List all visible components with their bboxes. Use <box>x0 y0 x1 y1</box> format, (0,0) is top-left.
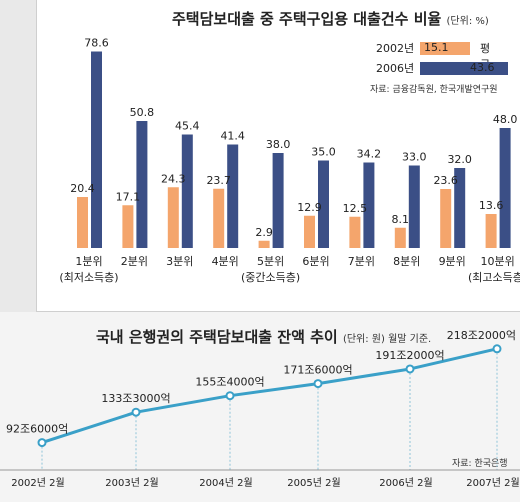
data-label-2002: 12.9 <box>297 201 322 214</box>
data-label: 133조3000억 <box>101 392 170 405</box>
bar-2002 <box>258 240 270 248</box>
data-label-2006: 35.0 <box>311 146 336 159</box>
data-label-2006: 78.6 <box>84 37 109 50</box>
bar-2002 <box>167 187 179 248</box>
series-line <box>41 347 498 445</box>
category-sublabel: (중간소득층) <box>241 271 300 284</box>
bar-2006 <box>363 162 375 248</box>
bar-chart-title-text: 주택담보대출 중 주택구입용 대출건수 비율 <box>172 10 442 28</box>
data-label-2002: 23.6 <box>433 174 458 187</box>
bar-2006 <box>318 160 329 248</box>
category-label: 8분위 <box>393 255 420 268</box>
legend-item-2002: 2002년 15.1 평균 <box>376 40 490 71</box>
legend-item-2006: 2006년 43.6 <box>376 60 508 80</box>
data-label: 191조2000억 <box>375 349 444 362</box>
data-label-2002: 23.7 <box>206 174 231 187</box>
category-label: 7분위 <box>348 255 375 268</box>
data-label: 92조6000억 <box>6 423 68 436</box>
data-point <box>225 391 235 401</box>
category-label: 10분위 <box>480 255 514 268</box>
bar-chart-title: 주택담보대출 중 주택구입용 대출건수 비율 (단위: %) <box>172 8 489 29</box>
line-chart-source: 자료: 한국은행 <box>452 459 508 469</box>
legend-swatch-2002 <box>420 42 470 55</box>
bar-2002 <box>213 188 225 248</box>
category-label: 3분위 <box>166 255 193 268</box>
bar-2006 <box>136 121 148 248</box>
line-chart-title: 국내 은행권의 주택담보대출 잔액 추이 (단위: 원) 월말 기준. <box>96 326 431 347</box>
x-tick-label: 2006년 2월 <box>379 477 432 489</box>
legend-value-2006: 43.6 <box>470 61 495 74</box>
data-label-2006: 41.4 <box>220 130 245 143</box>
data-label: 171조6000억 <box>283 364 352 377</box>
data-label-2002: 12.5 <box>343 202 368 215</box>
legend-value-2002: 15.1 <box>424 41 449 54</box>
data-label-2002: 13.6 <box>479 199 504 212</box>
x-tick-label: 2003년 2월 <box>105 477 158 489</box>
category-sublabel: (최고소득층) <box>468 271 520 284</box>
data-point <box>313 379 323 389</box>
bar-2006 <box>227 144 239 248</box>
category-label: 2분위 <box>121 255 148 268</box>
data-label-2006: 48.0 <box>493 113 518 126</box>
legend-label-2002: 2002년 <box>376 42 415 55</box>
bar-2006 <box>408 165 420 248</box>
x-tick-label: 2007년 2월 <box>466 477 519 489</box>
category-label: 1분위 <box>75 255 102 268</box>
line-chart-title-text: 국내 은행권의 주택담보대출 잔액 추이 <box>96 328 338 346</box>
data-label-2006: 32.0 <box>447 153 472 166</box>
category-label: 5분위 <box>257 255 284 268</box>
bar-2002 <box>349 216 361 248</box>
category-sublabel: (최저소득층) <box>59 271 118 284</box>
category-label: 4분위 <box>212 255 239 268</box>
bar-2002 <box>440 189 452 248</box>
legend-label-2006: 2006년 <box>376 62 415 75</box>
bar-chart-source: 자료: 금융감독원, 한국개발연구원 <box>370 85 498 95</box>
data-label: 218조2000억 <box>447 329 516 342</box>
data-label-2002: 17.1 <box>116 190 141 203</box>
category-label: 6분위 <box>302 255 329 268</box>
data-label-2002: 24.3 <box>161 172 186 185</box>
x-tick-label: 2002년 2월 <box>11 477 64 489</box>
bar-2006 <box>91 51 102 248</box>
x-tick-label: 2005년 2월 <box>287 477 340 489</box>
data-label-2006: 50.8 <box>130 106 155 119</box>
bar-2002 <box>77 197 88 248</box>
data-point <box>131 407 141 417</box>
data-label-2002: 20.4 <box>70 182 95 195</box>
data-label: 155조4000억 <box>195 376 264 389</box>
legend: 2002년 15.1 평균 2006년 43.6 <box>376 40 508 80</box>
bar-2006 <box>181 134 193 248</box>
data-label-2002: 2.9 <box>255 226 273 239</box>
data-label-2002: 8.1 <box>392 213 410 226</box>
bar-2002 <box>485 214 497 248</box>
bar-2002 <box>304 215 315 248</box>
data-label-2006: 33.0 <box>402 151 427 164</box>
data-label-2006: 38.0 <box>266 138 291 151</box>
bar-2006 <box>272 153 284 248</box>
bar-2006 <box>454 168 466 248</box>
category-label: 9분위 <box>439 255 466 268</box>
bar-2002 <box>394 227 406 248</box>
data-point <box>492 344 502 354</box>
line-chart-unit: (단위: 원) 월말 기준. <box>342 334 432 345</box>
data-label-2006: 45.4 <box>175 120 200 133</box>
data-point <box>405 364 415 374</box>
legend-swatch-2006 <box>420 62 508 75</box>
data-label-2006: 34.2 <box>357 148 382 161</box>
x-tick-label: 2004년 2월 <box>199 477 252 489</box>
bar-2006 <box>499 128 511 248</box>
bar-chart-unit: (단위: %) <box>446 16 489 27</box>
bar-2002 <box>122 205 134 248</box>
data-point <box>37 438 47 448</box>
